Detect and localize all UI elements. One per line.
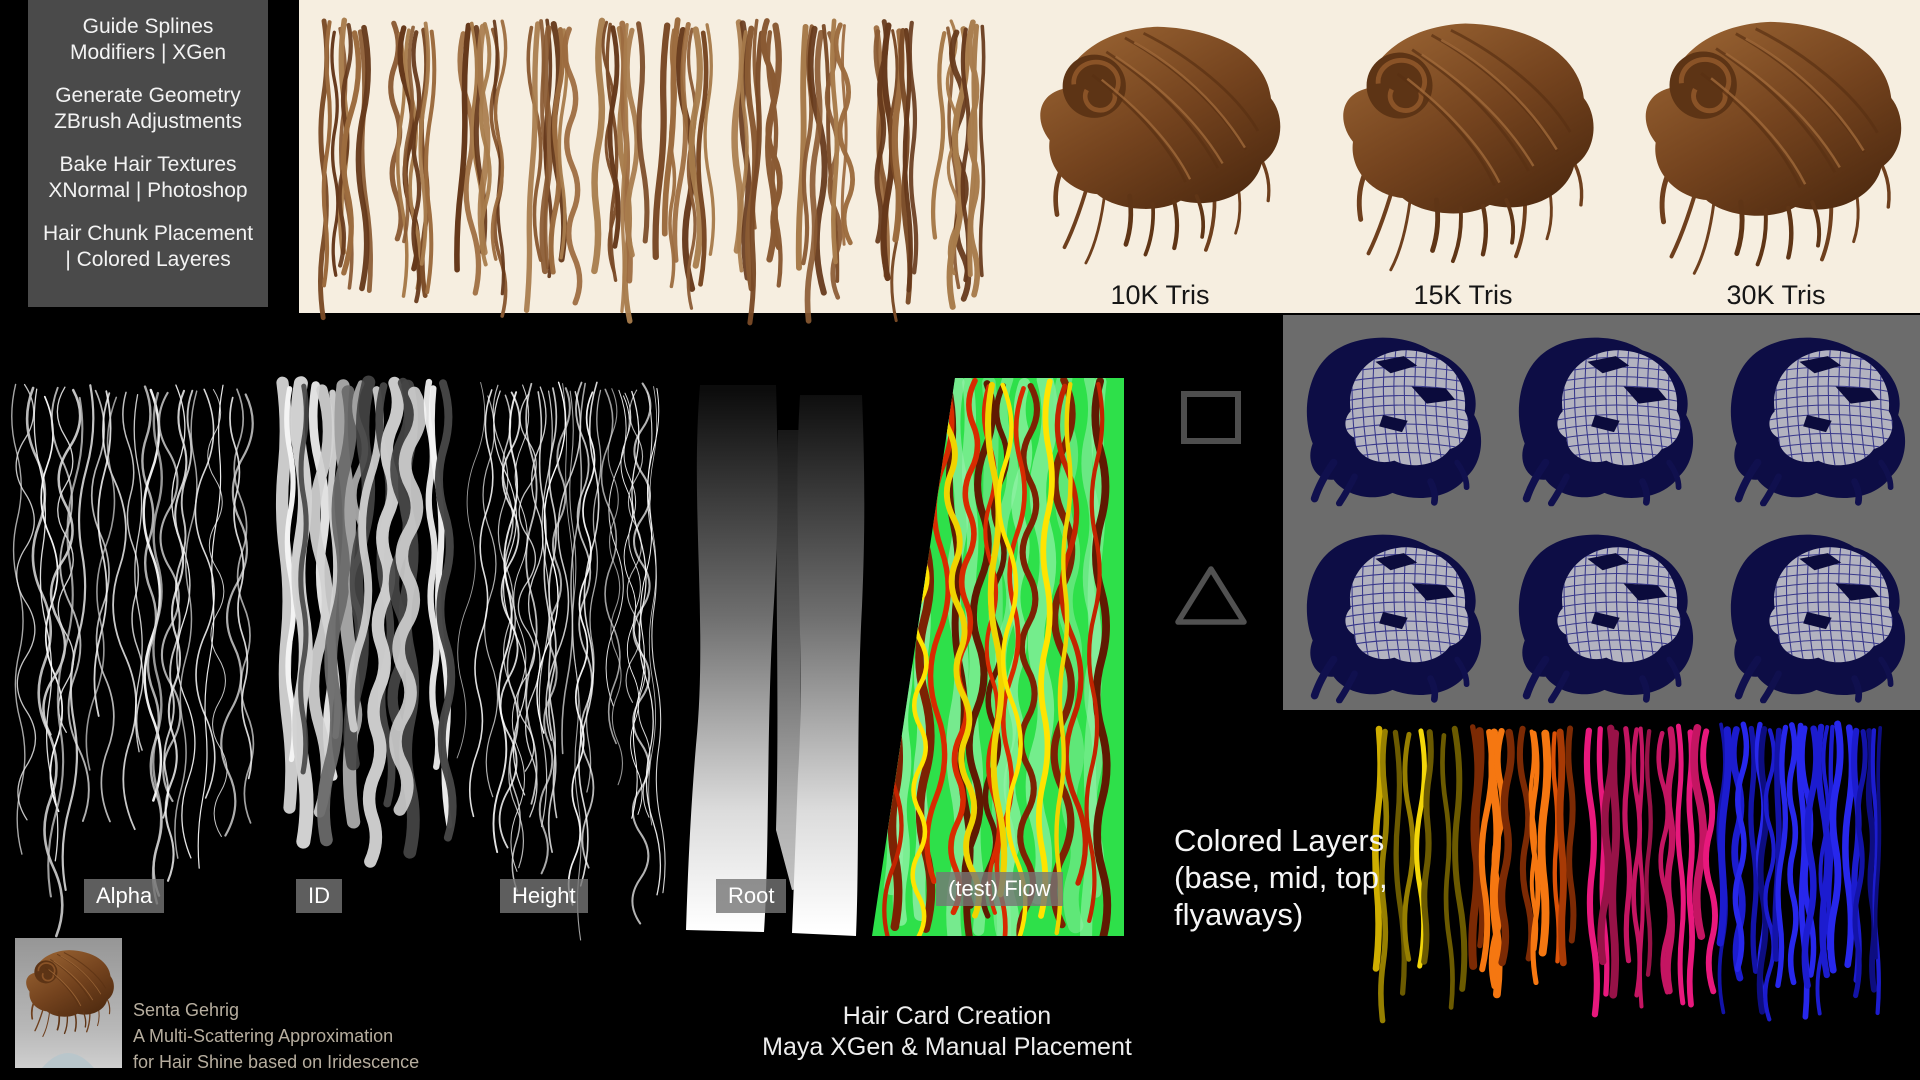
workflow-step-line: | Colored Layeres [65,248,231,271]
workflow-step: Guide Splines Modifiers | XGen [28,14,268,66]
layer-strands-magenta [1583,723,1718,1018]
workflow-step: Hair Chunk Placement | Colored Layeres [28,221,268,273]
label-flow: (test) Flow [936,872,1063,906]
workflow-step-line: Modifiers | XGen [69,41,226,64]
wireframe-grid-background [1283,315,1920,710]
workflow-step: Bake Hair Textures XNormal | Photoshop [28,152,268,204]
credit-line: for Hair Shine based on Iridescence [133,1052,420,1072]
workflow-step-line: Generate Geometry [55,84,241,107]
square-icon [1181,391,1241,444]
tris-label-15k: 15K Tris [1413,280,1513,310]
workflow-step-line: Guide Splines [82,15,214,38]
tris-label-30k: 30K Tris [1726,280,1826,310]
caption-line: (base, mid, top, [1174,860,1388,895]
root-texture-shapes [686,385,865,936]
layer-strands-yellow [1372,725,1468,1024]
tris-label-10k: 10K Tris [1110,280,1210,310]
height-texture-strands [456,381,666,941]
label-alpha: Alpha [84,879,165,913]
sheet-title: Hair Card Creation Maya XGen & Manual Pl… [762,1001,1132,1063]
credit-name: Senta Gehrig [133,1000,240,1020]
colored-layers-caption: Colored Layers (base, mid, top, flyaways… [1174,822,1388,933]
triangle-icon [1175,566,1247,625]
sheet-title-line1: Hair Card Creation [842,1002,1052,1030]
reference-thumbnail [15,938,122,1068]
label-id: ID [296,879,342,913]
alpha-texture-strands [11,383,255,938]
sheet-title-line2: Maya XGen & Manual Placement [762,1033,1132,1061]
workflow-step-line: ZBrush Adjustments [54,110,242,133]
label-height: Height [500,879,588,913]
workflow-step-line: Hair Chunk Placement [42,222,254,245]
workflow-step: Generate Geometry ZBrush Adjustments [28,83,268,135]
workflow-step-line: Bake Hair Textures [59,153,237,176]
credit-line: A Multi-Scattering Approximation [133,1026,394,1046]
top-render-strip-background [299,0,1920,313]
id-texture-ribbons [275,375,457,868]
workflow-panel: Guide Splines Modifiers | XGen Generate … [28,0,268,307]
caption-line: flyaways) [1174,897,1304,932]
layer-strands-blue [1716,720,1883,1022]
caption-line: Colored Layers [1174,823,1385,858]
label-root: Root [716,879,787,913]
credit-block: Senta Gehrig A Multi-Scattering Approxim… [133,997,419,1075]
layer-strands-orange [1468,724,1577,999]
workflow-step-line: XNormal | Photoshop [48,179,248,202]
